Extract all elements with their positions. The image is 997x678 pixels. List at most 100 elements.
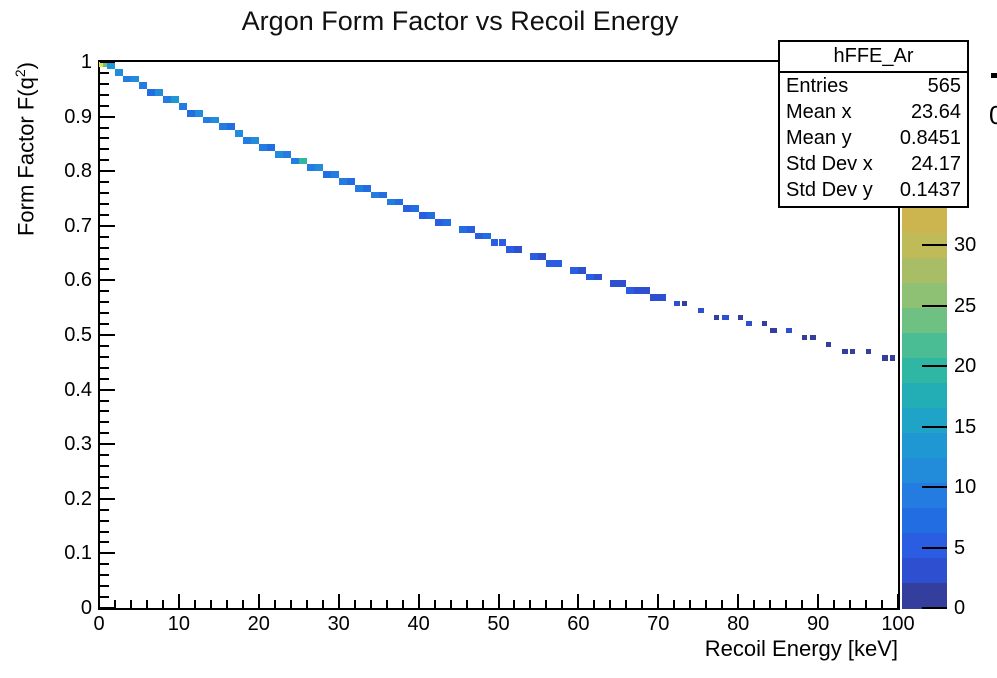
- colorbar-band: [902, 583, 947, 609]
- histogram-bin: [650, 294, 659, 301]
- histogram-bin: [402, 205, 411, 213]
- histogram-bin: [306, 164, 315, 172]
- x-tick-label: 30: [327, 613, 350, 635]
- colorbar-band: [902, 383, 947, 409]
- y-minor-tick: [100, 454, 109, 457]
- y-minor-tick: [100, 137, 109, 140]
- y-minor-tick: [100, 71, 109, 74]
- histogram-bin: [770, 328, 777, 334]
- y-major-tick: [100, 115, 115, 118]
- histogram-bin: [554, 259, 563, 267]
- colorbar-tick: [922, 486, 947, 488]
- histogram-bin: [458, 225, 467, 233]
- colorbar-band: [902, 283, 947, 309]
- x-minor-tick: [513, 600, 516, 608]
- histogram-bin: [234, 130, 243, 138]
- colorbar-band: [902, 358, 947, 384]
- y-tick-label: 0.7: [64, 214, 92, 237]
- colorbar-tick-label: 25: [954, 294, 977, 317]
- histogram-bin: [178, 102, 187, 110]
- y-minor-tick: [100, 301, 109, 304]
- histogram-bin: [802, 335, 807, 341]
- stats-row: Entries 565: [780, 73, 967, 99]
- colorbar-band: [902, 208, 947, 234]
- y-major-tick: [100, 497, 115, 500]
- x-minor-tick: [705, 600, 708, 608]
- histogram-bin: [194, 109, 203, 117]
- histogram-bin: [242, 137, 251, 144]
- histogram-bin: [850, 348, 855, 354]
- x-minor-tick: [561, 600, 564, 608]
- x-minor-tick: [161, 600, 164, 608]
- y-minor-tick: [100, 312, 109, 315]
- y-major-tick: [100, 607, 115, 609]
- histogram-bin: [226, 123, 235, 131]
- y-tick-label: 0.6: [64, 269, 92, 292]
- x-minor-tick: [321, 600, 324, 608]
- colorbar-tick-label: 30: [954, 234, 977, 256]
- histogram-bin: [370, 191, 379, 199]
- y-minor-tick: [100, 355, 109, 358]
- y-minor-tick: [100, 268, 109, 271]
- x-minor-tick: [129, 600, 132, 608]
- histogram-bin: [274, 150, 283, 158]
- clipped-glyph-dash: [991, 73, 997, 78]
- y-minor-tick: [100, 257, 109, 260]
- x-minor-tick: [593, 600, 596, 608]
- x-tick-label: 20: [247, 613, 270, 635]
- colorbar-tick: [922, 365, 947, 367]
- x-minor-tick: [769, 600, 772, 608]
- y-minor-tick: [100, 465, 109, 468]
- y-tick-label: 0.2: [64, 487, 92, 510]
- colorbar-band: [902, 258, 947, 284]
- stats-row: Std Dev x 24.17: [780, 152, 967, 178]
- y-minor-tick: [100, 159, 109, 162]
- x-minor-tick: [721, 600, 724, 608]
- colorbar-tick-label: 5: [954, 536, 966, 559]
- x-minor-tick: [241, 600, 244, 608]
- histogram-bin: [330, 171, 339, 178]
- histogram-bin: [634, 287, 643, 295]
- y-minor-tick: [100, 344, 109, 347]
- x-tick-label: 100: [881, 613, 915, 635]
- y-minor-tick: [100, 104, 109, 107]
- x-major-tick: [417, 594, 420, 608]
- histogram-bin: [186, 109, 195, 117]
- histogram-bin: [722, 314, 729, 320]
- histogram-bin: [610, 280, 619, 288]
- histogram-bin: [810, 335, 816, 341]
- histogram-bin: [642, 287, 651, 295]
- y-major-tick: [100, 552, 115, 555]
- x-minor-tick: [465, 600, 468, 608]
- y-minor-tick: [100, 192, 109, 195]
- histogram-bin: [338, 178, 347, 185]
- x-minor-tick: [865, 600, 868, 608]
- y-minor-tick: [100, 93, 109, 96]
- y-minor-tick: [100, 366, 109, 369]
- stats-row-label: Mean x: [786, 100, 852, 123]
- x-minor-tick: [449, 600, 452, 608]
- x-tick-label: 80: [727, 613, 750, 635]
- y-major-tick: [100, 170, 115, 173]
- histogram-bin: [386, 198, 395, 206]
- histogram-bin: [746, 321, 752, 327]
- histogram-bin: [738, 314, 743, 320]
- y-minor-tick: [100, 421, 109, 424]
- x-minor-tick: [401, 600, 404, 608]
- histogram-bin: [218, 123, 227, 131]
- histogram-bin: [266, 143, 275, 151]
- histogram-bin: [866, 348, 871, 354]
- y-minor-tick: [100, 246, 109, 249]
- y-major-tick: [100, 61, 115, 63]
- x-tick-label: 40: [407, 613, 430, 635]
- histogram-bin: [514, 246, 523, 254]
- histogram-bin: [290, 157, 299, 165]
- chart-title: Argon Form Factor vs Recoil Energy: [241, 6, 679, 36]
- histogram-bin: [674, 300, 680, 306]
- x-minor-tick: [369, 600, 372, 608]
- y-tick-label: 0.8: [64, 160, 92, 183]
- histogram-bin: [146, 89, 155, 97]
- histogram-bin: [210, 116, 219, 124]
- y-minor-tick: [100, 213, 109, 216]
- histogram-bin: [482, 232, 491, 240]
